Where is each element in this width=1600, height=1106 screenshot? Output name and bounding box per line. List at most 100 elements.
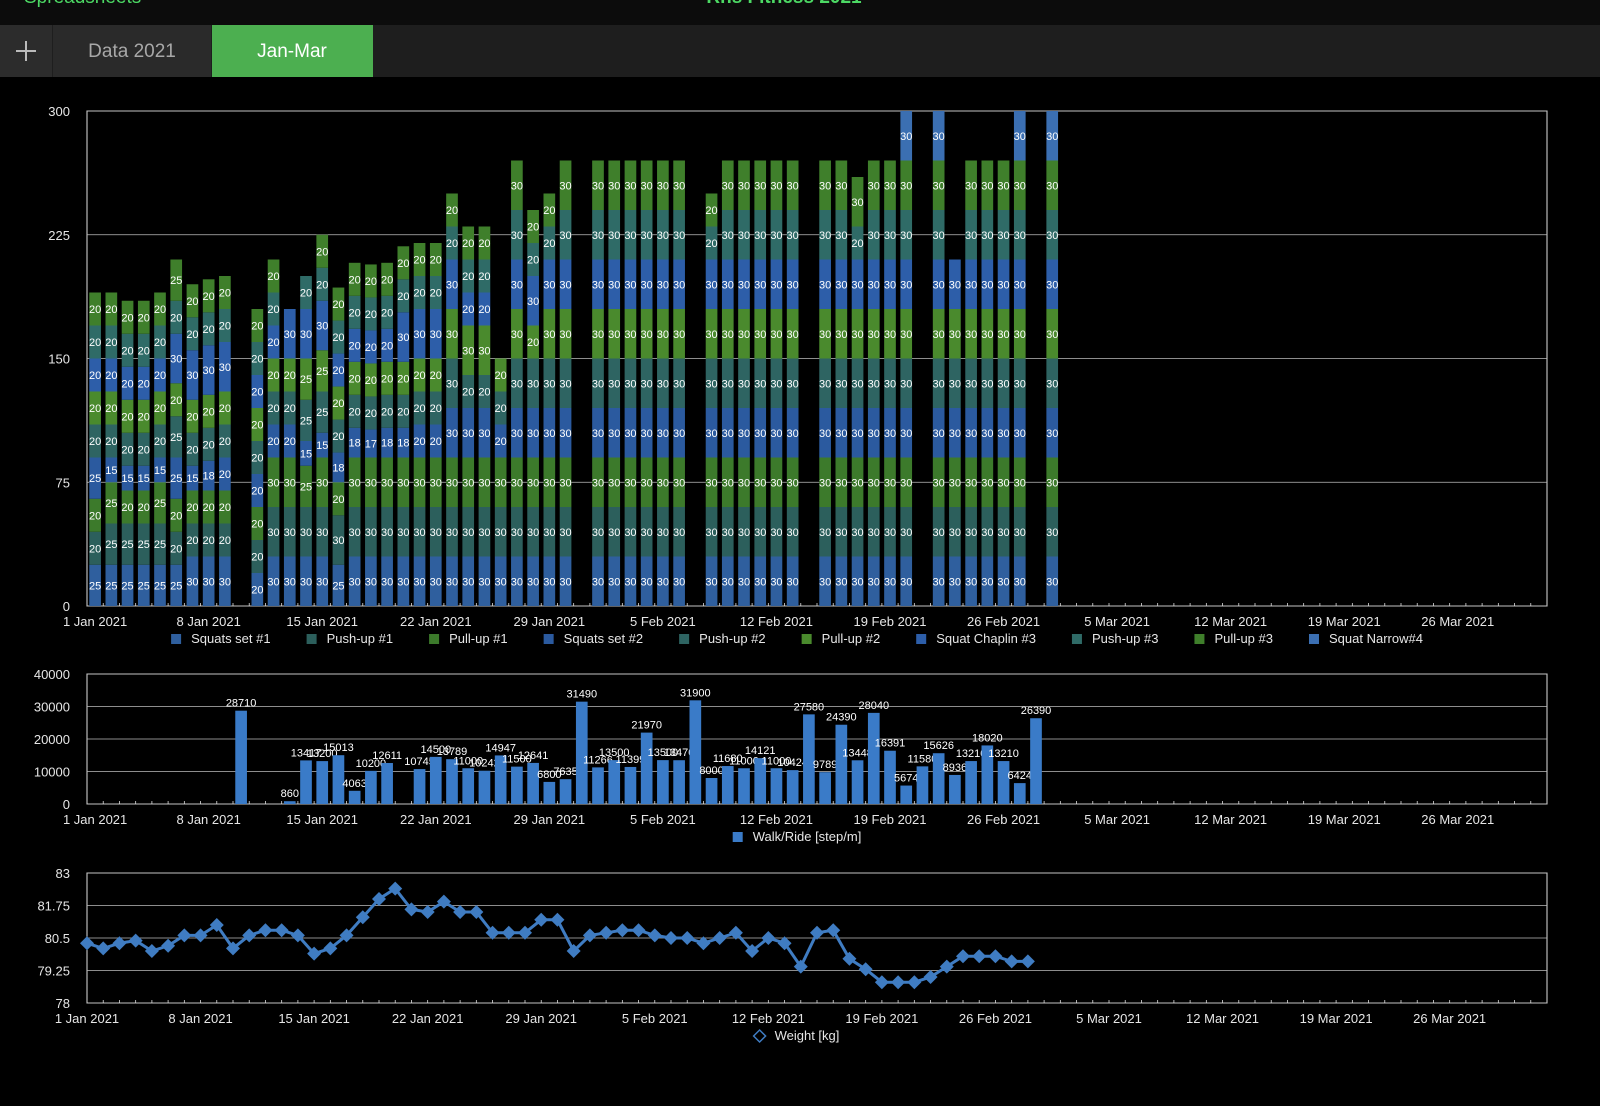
bar (900, 160, 913, 210)
data-label: 20 (332, 365, 344, 377)
data-label: 20 (430, 436, 442, 448)
bar (786, 259, 799, 309)
data-label: 30 (1046, 230, 1058, 242)
back-button[interactable]: Spreadsheets (24, 0, 141, 8)
bar (754, 507, 767, 557)
data-label: 30 (835, 477, 847, 489)
data-label: 30 (1014, 527, 1026, 539)
data-label: 20 (219, 436, 231, 448)
data-label: 30 (965, 180, 977, 192)
tab-label[interactable]: Data 2021 (88, 41, 176, 62)
data-label: 30 (592, 180, 604, 192)
data-label: 15 (154, 465, 166, 477)
data-label: 30 (657, 378, 669, 390)
bar (559, 210, 572, 260)
data-label: 30 (657, 576, 669, 588)
bar (770, 507, 783, 557)
bar (527, 762, 539, 804)
bar (381, 295, 393, 329)
data-label: 30 (559, 279, 571, 291)
data-label: 30 (511, 576, 523, 588)
bar (267, 325, 280, 359)
marker (972, 949, 987, 964)
data-label: 30 (559, 527, 571, 539)
bar (494, 358, 507, 392)
bar (365, 770, 377, 804)
data-label: 30 (738, 378, 750, 390)
bar (105, 325, 118, 359)
data-label: 30 (478, 477, 490, 489)
data-label: 30 (722, 576, 734, 588)
bar (608, 507, 621, 557)
bar (462, 325, 475, 375)
marker (501, 925, 516, 940)
bar (202, 394, 215, 428)
bar (738, 768, 750, 804)
data-label: 30 (933, 576, 945, 588)
data-label: 30 (641, 329, 653, 341)
data-label: 30 (413, 527, 425, 539)
marker (696, 936, 711, 951)
bar (738, 507, 750, 557)
bar (997, 309, 1010, 359)
bar (202, 279, 215, 313)
x-tick-label: 19 Feb 2021 (845, 1011, 918, 1026)
bar (381, 763, 393, 804)
data-label: 20 (186, 502, 198, 514)
x-tick-label: 29 Jan 2021 (505, 1011, 577, 1026)
data-label: 30 (819, 477, 831, 489)
bar (543, 408, 556, 458)
bar (267, 292, 280, 326)
bar (1046, 507, 1059, 557)
bar (511, 259, 523, 309)
tab[interactable] (53, 25, 211, 77)
marker (469, 905, 484, 919)
data-label: 30 (819, 329, 831, 341)
bar (413, 243, 426, 276)
data-label: 30 (511, 428, 523, 440)
bar (300, 556, 312, 606)
bar (381, 427, 393, 458)
tab-active[interactable] (212, 25, 373, 77)
bar (381, 507, 393, 557)
bar (592, 259, 604, 309)
data-label: 20 (186, 444, 198, 456)
bar (835, 309, 848, 359)
bar (219, 523, 231, 557)
data-label: 25 (121, 580, 133, 592)
bar (105, 457, 118, 483)
data-label: 30 (657, 279, 669, 291)
bar (835, 724, 848, 804)
bar (624, 766, 637, 804)
bar (365, 556, 377, 606)
tab-label[interactable]: Jan-Mar (257, 41, 327, 62)
data-label: 30 (835, 428, 847, 440)
bar (1013, 507, 1026, 557)
bar (851, 177, 864, 227)
data-label: 30 (624, 180, 636, 192)
data-label: 30 (543, 428, 555, 440)
marker (842, 951, 857, 966)
data-label: 30 (478, 428, 490, 440)
marker (128, 933, 143, 948)
bar (738, 210, 750, 260)
bar (543, 358, 556, 408)
data-label: 30 (1046, 576, 1058, 588)
bar (89, 358, 101, 392)
data-label: 30 (868, 428, 880, 440)
data-label: 30 (1014, 477, 1026, 489)
bar (219, 276, 231, 309)
data-label: 20 (430, 288, 442, 300)
y-tick-label: 80.5 (45, 931, 70, 946)
bar (413, 457, 426, 507)
bar (721, 309, 734, 359)
data-label: 20 (413, 370, 425, 382)
bar (89, 564, 101, 606)
data-label: 30 (543, 378, 555, 390)
x-tick-label: 12 Mar 2021 (1194, 812, 1267, 827)
legend-label: Pull-up #2 (822, 631, 881, 646)
data-label: 30 (446, 378, 458, 390)
bar (884, 358, 896, 408)
bar (932, 210, 945, 260)
bar (543, 457, 556, 507)
